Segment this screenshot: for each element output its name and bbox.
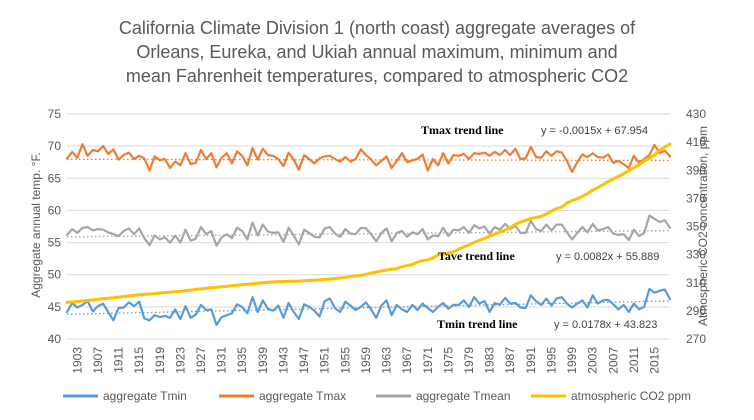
x-tick-label: 1947: [297, 347, 311, 374]
chart-title-line-3: mean Fahrenheit temperatures, compared t…: [126, 66, 628, 86]
x-tick-label: 2007: [606, 347, 620, 374]
x-tick-label: 1987: [503, 347, 517, 374]
series-line: [65, 143, 672, 173]
tave-trend-equation: y = 0.0082x + 55.889: [556, 251, 659, 263]
series-line: [65, 287, 672, 326]
y-tick-label-left: 70: [48, 139, 62, 153]
series-line: [65, 142, 672, 304]
series-lines: [65, 142, 672, 326]
y-axis-title-left: Aggregate annual temp. °F.: [29, 152, 43, 298]
x-tick-label: 1991: [524, 347, 538, 374]
y-tick-label-right: 310: [686, 276, 706, 290]
y-tick-label-left: 40: [48, 332, 62, 346]
x-tick-label: 1911: [112, 347, 126, 373]
x-tick-label: 1935: [235, 347, 249, 374]
tmin-trend-label: Tmin trend line: [437, 317, 518, 331]
y-tick-label-right: 430: [686, 107, 706, 121]
trend-line: [66, 158, 671, 162]
y-tick-label-right: 270: [686, 332, 706, 346]
trend-line: [66, 229, 671, 238]
x-tick-label: 1959: [359, 347, 373, 374]
x-tick-label: 1979: [462, 347, 476, 374]
x-tick-label: 2011: [627, 347, 641, 373]
legend: aggregate Tmin aggregate Tmax aggregate …: [63, 389, 691, 403]
x-tick-label: 1995: [544, 347, 558, 374]
x-tick-label: 1999: [565, 347, 579, 374]
tave-trend-label: Tave trend line: [438, 249, 515, 263]
x-tick-label: 1923: [173, 347, 187, 374]
trend-lines: [66, 158, 671, 315]
x-tick-label: 1983: [483, 347, 497, 374]
x-tick-label: 1903: [70, 347, 84, 374]
x-tick-label: 1975: [441, 347, 455, 374]
x-tick-label: 1907: [91, 347, 105, 374]
y-tick-label-right: 350: [686, 220, 706, 234]
y-tick-label-left: 55: [48, 236, 62, 250]
tmax-trend-label: Tmax trend line: [421, 123, 504, 137]
chart-title-line-2: Orleans, Eureka, and Ukiah annual maximu…: [136, 42, 617, 62]
legend-label-co2: atmospheric CO2 ppm: [571, 389, 691, 403]
x-tick-label: 1971: [421, 347, 435, 374]
y-axis-left: 40 45 50 55 60 65 70 75: [48, 107, 62, 346]
y-axis-title-right: Atmospheric CO2 concentration, ppm: [696, 126, 710, 326]
x-tick-label: 1943: [276, 347, 290, 374]
x-tick-label: 1931: [215, 347, 229, 374]
tmin-trend-equation: y = 0.0178x + 43.823: [554, 319, 657, 331]
x-tick-label: 1951: [318, 347, 332, 374]
x-tick-label: 1955: [338, 347, 352, 374]
legend-label-tmin: aggregate Tmin: [103, 389, 187, 403]
trend-annotations: Tmax trend line y = -0.0015x + 67.954 Ta…: [421, 123, 659, 331]
y-tick-label-left: 75: [48, 107, 62, 121]
series-line: [65, 214, 672, 247]
x-tick-label: 2015: [648, 347, 662, 374]
x-tick-label: 1927: [194, 347, 208, 374]
y-tick-label-right: 370: [686, 191, 706, 205]
tmax-trend-equation: y = -0.0015x + 67.954: [541, 125, 648, 137]
x-tick-label: 1963: [380, 347, 394, 374]
x-tick-label: 2003: [586, 347, 600, 374]
y-tick-label-right: 390: [686, 163, 706, 177]
y-axis-right: 270 290 310 330 350 370 390 410 430: [686, 107, 706, 346]
chart-title-line-1: California Climate Division 1 (north coa…: [119, 18, 636, 38]
x-tick-label: 1967: [400, 347, 414, 374]
chart-title: California Climate Division 1 (north coa…: [119, 18, 636, 86]
y-tick-label-right: 330: [686, 248, 706, 262]
y-tick-label-left: 65: [48, 171, 62, 185]
x-axis: 1903 1907 1911 1915 1919 1923 1927 1931 1935 1939…: [70, 347, 661, 374]
x-tick-label: 1915: [132, 347, 146, 374]
trend-line: [66, 300, 671, 315]
legend-label-tmax: aggregate Tmax: [259, 389, 346, 403]
y-tick-label-left: 50: [48, 268, 62, 282]
y-tick-label-left: 60: [48, 203, 62, 217]
y-tick-label-right: 410: [686, 135, 706, 149]
legend-label-tmean: aggregate Tmean: [416, 389, 511, 403]
y-tick-label-right: 290: [686, 304, 706, 318]
x-tick-label: 1919: [153, 347, 167, 374]
y-tick-label-left: 45: [48, 300, 62, 314]
x-tick-label: 1939: [256, 347, 270, 374]
